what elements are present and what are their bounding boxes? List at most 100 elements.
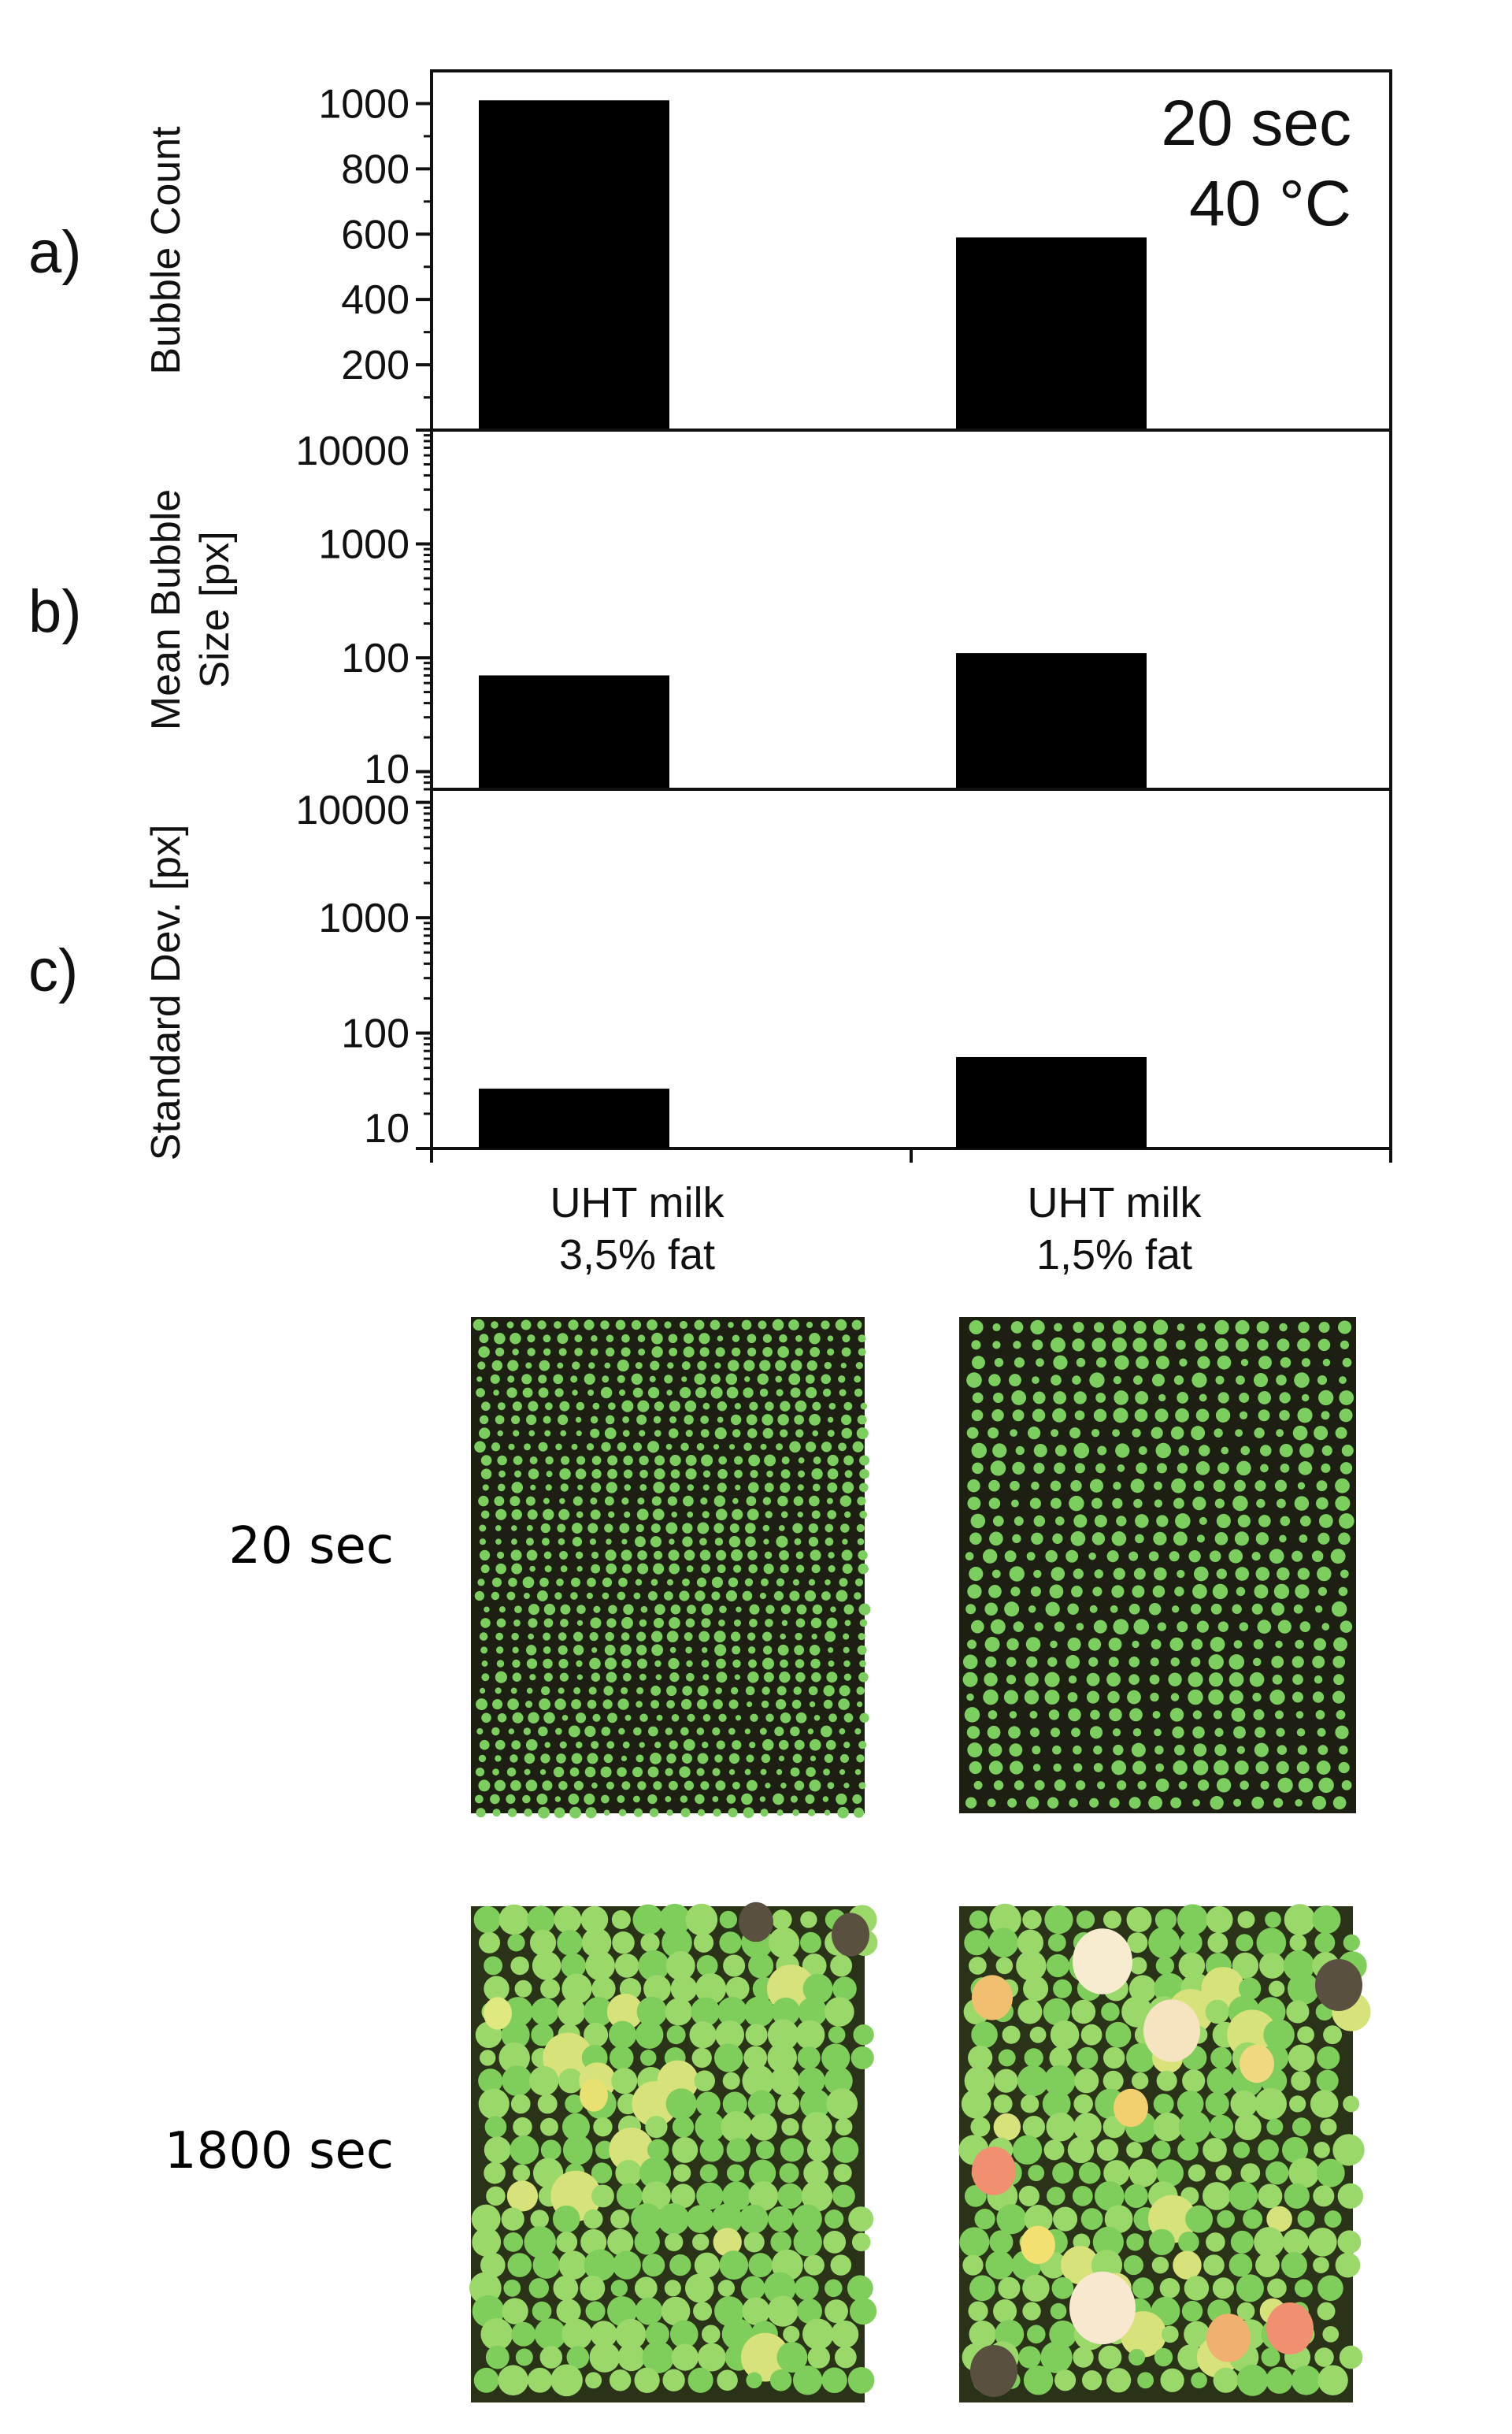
bubble <box>715 1687 722 1694</box>
bubble <box>843 1604 854 1615</box>
bubble <box>747 1632 756 1641</box>
bubble <box>746 1754 754 1763</box>
bubble <box>1154 1745 1164 1755</box>
bubble <box>1339 1513 1354 1529</box>
foam-image-2 <box>959 1317 1356 1813</box>
bubble <box>1126 2233 1144 2251</box>
bubble <box>1316 2069 1339 2092</box>
bubble <box>716 1672 728 1683</box>
bubble <box>1289 1934 1307 1952</box>
bubble <box>694 1319 705 1330</box>
bubble <box>583 1997 613 2027</box>
bubble <box>1205 2091 1229 2116</box>
bubble <box>759 1592 766 1600</box>
bubble <box>683 1738 695 1751</box>
bubble <box>695 1386 707 1399</box>
bubble <box>632 1795 640 1803</box>
bubble <box>749 1604 760 1615</box>
bubble <box>993 1392 1004 1404</box>
bubble <box>650 1579 658 1586</box>
bubble <box>1129 1957 1147 1975</box>
large-bubble <box>1021 2225 1055 2265</box>
bubble <box>1115 1443 1130 1458</box>
bubble <box>621 1632 630 1641</box>
bubble <box>810 1617 822 1629</box>
bubble <box>1292 1691 1303 1703</box>
bubble <box>1067 1603 1079 1616</box>
bubble <box>512 1646 519 1653</box>
bubble <box>699 1549 711 1561</box>
bubble <box>1252 1692 1262 1702</box>
bubble <box>1299 1621 1311 1632</box>
foam-image-1 <box>471 1317 871 1819</box>
bubble <box>748 2181 779 2211</box>
bubble <box>775 1360 787 1371</box>
bubble <box>476 1376 483 1382</box>
bubble <box>744 1578 754 1586</box>
bubble <box>682 1578 690 1586</box>
x-tick-label: UHT milk <box>550 1179 725 1226</box>
bubble <box>798 1457 805 1464</box>
bubble <box>1024 2048 1043 2068</box>
bubble <box>762 1497 772 1505</box>
bubble <box>1151 1639 1162 1649</box>
bubble <box>1068 1708 1081 1722</box>
bubble <box>665 1727 673 1735</box>
bubble <box>972 1392 984 1404</box>
bubble <box>479 1334 489 1344</box>
bubble <box>1318 1514 1333 1528</box>
bubble <box>806 1360 817 1371</box>
bubble <box>666 1685 677 1697</box>
large-bubble <box>1240 2044 1274 2083</box>
bubble <box>996 2204 1027 2235</box>
bubble <box>760 1578 769 1586</box>
bubble <box>992 1516 1004 1527</box>
bubble <box>696 1955 718 1976</box>
bubble <box>1314 1638 1327 1651</box>
bubble <box>633 1808 643 1817</box>
bubble <box>971 1340 981 1350</box>
bubble <box>1173 1760 1188 1775</box>
bubble <box>587 1753 598 1764</box>
bubble <box>1191 1657 1201 1667</box>
y-tick-label: 1000 <box>318 522 410 568</box>
bubble <box>610 2210 630 2229</box>
bubble <box>513 1619 521 1627</box>
bubble <box>689 2021 717 2049</box>
bubble <box>528 1401 539 1412</box>
bubble <box>1112 1497 1123 1509</box>
bubble <box>543 2032 594 2083</box>
bubble <box>510 1754 518 1763</box>
large-bubble <box>972 1975 1013 2020</box>
bubble <box>559 1467 571 1480</box>
bubble <box>1153 2112 1183 2142</box>
bubble <box>762 1414 773 1426</box>
bubble <box>590 1428 600 1438</box>
bubble <box>632 1387 643 1398</box>
bubble <box>855 1362 863 1370</box>
bubble <box>715 1780 726 1791</box>
bubble <box>621 1497 629 1505</box>
bubble <box>735 1484 741 1491</box>
bubble <box>543 1334 551 1343</box>
bubble <box>1128 1603 1140 1615</box>
bubble <box>1233 1726 1246 1739</box>
bubble <box>699 1347 710 1357</box>
bubble <box>538 1375 547 1384</box>
bubble <box>475 1794 484 1804</box>
bubble <box>1014 1357 1025 1368</box>
bubble <box>510 1687 517 1694</box>
bubble <box>491 1321 498 1329</box>
bubble <box>1032 1376 1040 1384</box>
bubble <box>748 2159 776 2187</box>
bubble <box>669 1482 680 1493</box>
bubble <box>826 1497 833 1505</box>
bubble <box>1253 1709 1265 1720</box>
bubble <box>827 1335 834 1342</box>
bubble <box>593 1605 601 1613</box>
bubble <box>511 1740 521 1750</box>
bubble <box>497 1713 507 1723</box>
bubble <box>495 1525 502 1531</box>
bubble <box>482 1484 489 1491</box>
bubble <box>989 2230 1014 2254</box>
